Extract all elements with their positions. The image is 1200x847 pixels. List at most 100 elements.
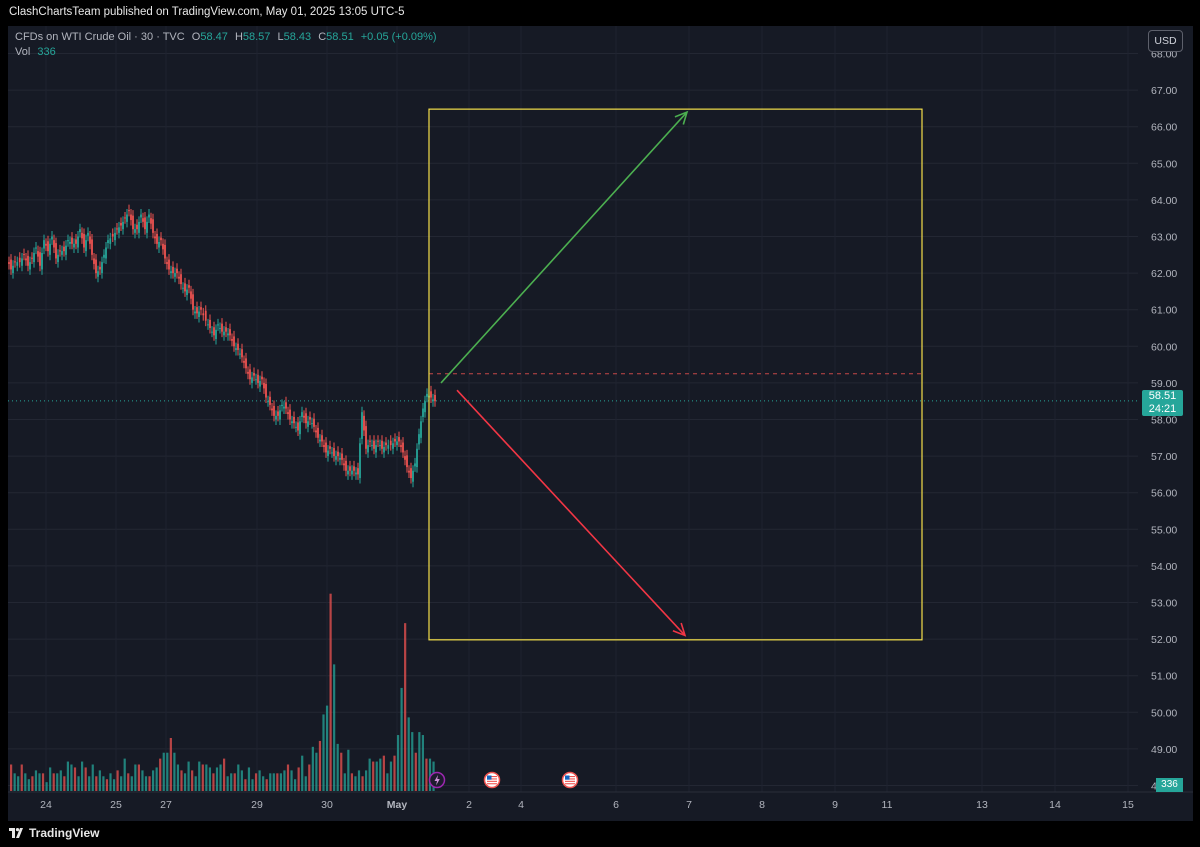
- candle-body: [259, 381, 261, 387]
- candle-body: [219, 328, 221, 329]
- volume-bar: [88, 776, 91, 791]
- chart-pane[interactable]: 48.0049.0050.0051.0052.0053.0054.0055.00…: [8, 26, 1193, 821]
- volume-bar: [233, 773, 236, 791]
- candle-body: [85, 240, 87, 252]
- time-tick-label: 13: [976, 799, 988, 811]
- arrow-down-head: [672, 622, 687, 637]
- volume-bar: [325, 705, 329, 791]
- volume-bar: [205, 764, 208, 791]
- candle-body: [164, 244, 166, 259]
- candle-body: [359, 443, 361, 479]
- tradingview-logo[interactable]: TradingView: [9, 826, 99, 840]
- time-tick-label: 15: [1122, 799, 1134, 811]
- volume-bar: [279, 773, 282, 791]
- us-flag-event-icon[interactable]: [561, 771, 579, 789]
- price-axis[interactable]: 48.0049.0050.0051.0052.0053.0054.0055.00…: [1151, 49, 1177, 793]
- candle-body: [12, 265, 14, 274]
- candle-body: [166, 262, 168, 264]
- candle-body: [21, 258, 23, 266]
- earnings-event-icon[interactable]: [428, 771, 446, 789]
- volume-bar: [315, 752, 318, 791]
- volume-bar: [27, 779, 30, 791]
- volume-bar: [258, 770, 261, 791]
- candle-body: [381, 440, 383, 449]
- volume-bar: [347, 749, 350, 791]
- volume-bar: [95, 776, 98, 791]
- volume-bar: [396, 735, 400, 791]
- candle-body: [369, 440, 371, 442]
- candle-body: [73, 243, 75, 248]
- time-axis[interactable]: 24 25 27 29 30 May 2 4 6 7 8 9 11 13 14 15: [40, 799, 1134, 811]
- candle-body: [400, 445, 402, 447]
- volume-bar: [308, 764, 311, 791]
- candle-body: [325, 442, 327, 453]
- candle-body: [186, 289, 188, 296]
- candle-body: [345, 460, 347, 471]
- volume-bar: [223, 758, 226, 791]
- candle-body: [59, 250, 61, 252]
- volume-bar: [294, 779, 297, 791]
- candle-body: [263, 382, 265, 389]
- volume-bar: [375, 761, 378, 791]
- candle-body: [204, 310, 207, 321]
- candle-body: [194, 311, 196, 314]
- annotation-rectangle[interactable]: [428, 108, 923, 641]
- candle-body: [188, 285, 190, 288]
- candle-body: [424, 401, 426, 413]
- time-tick-label: 7: [686, 799, 692, 811]
- candle-body: [416, 448, 418, 468]
- candle-body: [200, 307, 202, 310]
- volume-bar: [77, 776, 80, 791]
- currency-button[interactable]: USD: [1148, 30, 1183, 52]
- candle-body: [215, 329, 217, 339]
- candle-body: [65, 245, 67, 255]
- candle-body: [16, 262, 19, 266]
- candle-body: [156, 233, 158, 244]
- candle-body: [361, 412, 363, 439]
- volume-bar: [173, 752, 176, 791]
- flag-stripe: [565, 776, 575, 778]
- candle-body: [158, 241, 160, 248]
- candle-body: [190, 291, 192, 299]
- candle-body: [299, 421, 301, 435]
- price-tick-label: 50.00: [1151, 707, 1177, 719]
- candle-body: [287, 412, 289, 415]
- us-flag-event-icon[interactable]: [483, 771, 501, 789]
- volume-bar: [191, 770, 194, 791]
- candle-body: [434, 394, 436, 402]
- price-tick-label: 55.00: [1151, 524, 1177, 536]
- volume-bar: [152, 770, 155, 791]
- volume-bar: [24, 773, 27, 791]
- volume-bar: [361, 776, 364, 791]
- candle-body: [89, 236, 91, 244]
- candle-body: [273, 405, 275, 416]
- candle-body: [142, 218, 144, 222]
- candle-body: [422, 408, 424, 417]
- volume-bar: [404, 623, 407, 791]
- volume-bar: [45, 782, 48, 791]
- chart-svg[interactable]: 48.0049.0050.0051.0052.0053.0054.0055.00…: [8, 26, 1193, 821]
- volume-bar: [148, 776, 151, 791]
- time-tick-label: 6: [613, 799, 619, 811]
- price-tick-label: 65.00: [1151, 158, 1177, 170]
- candle-body: [45, 243, 47, 246]
- annotation-arrows[interactable]: [440, 110, 689, 637]
- legend-symbol[interactable]: CFDs on WTI Crude Oil · 30 · TVC: [15, 31, 185, 43]
- event-icons[interactable]: [428, 771, 579, 789]
- legend-volume-label[interactable]: Vol: [15, 46, 31, 58]
- flag-stripe: [487, 783, 497, 785]
- candle-body: [160, 237, 162, 241]
- candle-body: [307, 421, 309, 427]
- candle-body: [51, 236, 53, 240]
- legend-volume-row: Vol 336: [15, 45, 437, 60]
- legend-open-value: 58.47: [200, 31, 228, 43]
- volume-bar: [283, 770, 286, 791]
- volume-bar: [17, 776, 20, 791]
- legend-change: +0.05 (+0.09%): [360, 31, 437, 43]
- candle-body: [271, 408, 273, 411]
- volume-bar: [400, 687, 403, 791]
- time-tick-label: 4: [518, 799, 524, 811]
- candle-body: [389, 440, 392, 446]
- volume-bar: [198, 761, 201, 791]
- candle-body: [408, 470, 410, 473]
